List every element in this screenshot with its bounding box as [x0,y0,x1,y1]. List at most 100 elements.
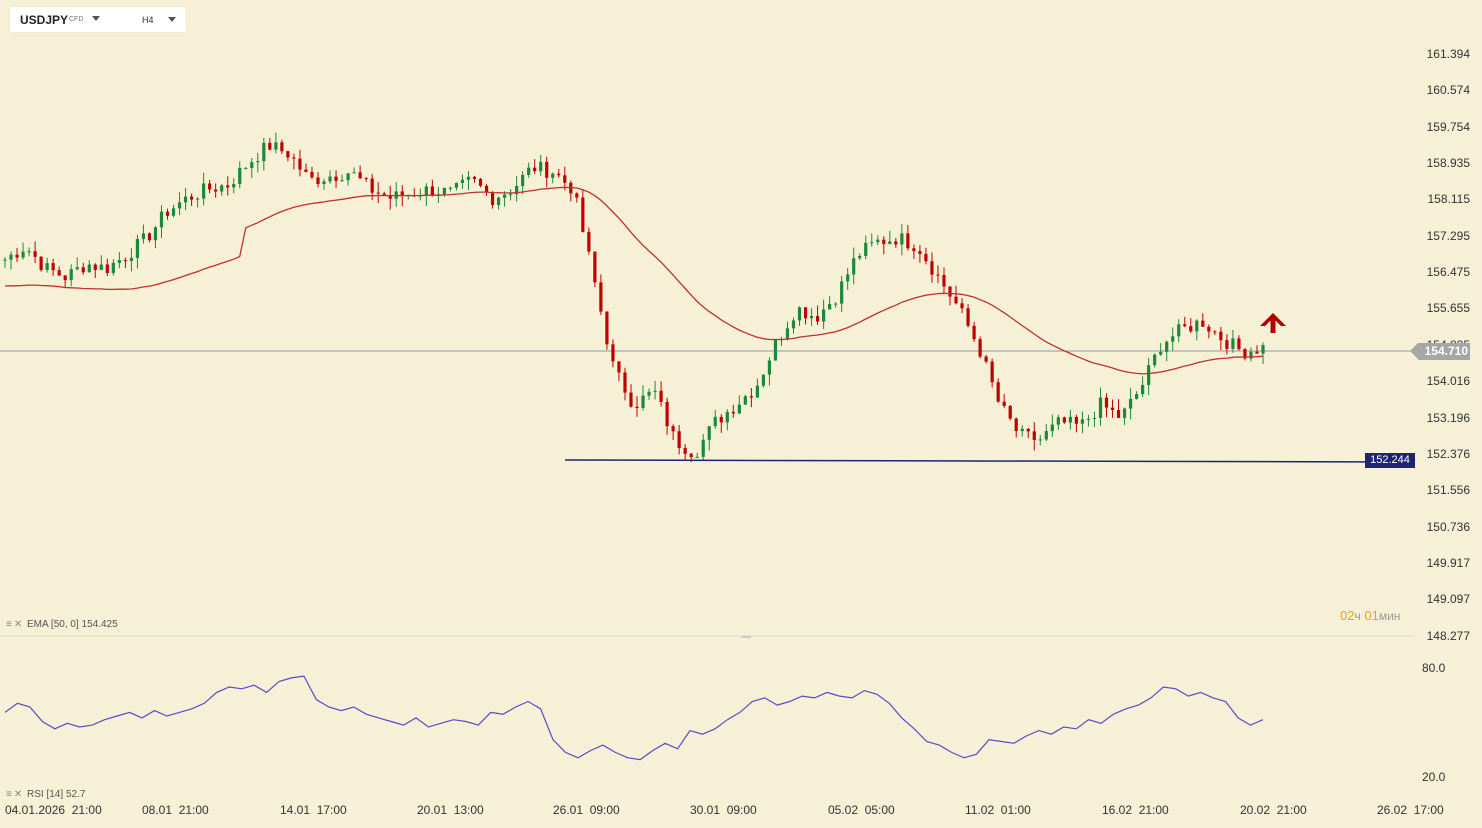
bear-candle [316,177,320,185]
bear-candle [611,344,615,362]
bull-candle [695,456,699,458]
bear-candle [165,211,170,216]
bull-candle [232,184,236,188]
close-icon[interactable]: ✕ [13,619,23,630]
bull-candle [767,360,772,375]
bear-candle [1243,349,1247,359]
bull-candle [244,167,248,169]
bear-candle [671,426,675,432]
bull-candle [797,307,802,321]
price-axis-label: 153.196 [1426,410,1470,425]
settings-icon[interactable]: ≡ [6,789,12,800]
timeframe-dropdown-chevron-icon[interactable] [168,17,176,22]
bull-candle [502,194,507,198]
price-axis-label: 150.736 [1426,519,1470,534]
bear-candle [33,251,37,257]
bull-candle [1128,398,1133,409]
bear-candle [280,142,284,152]
bear-candle [1026,428,1030,432]
bear-candle [581,197,585,232]
bull-candle [653,390,657,392]
bear-candle [635,406,639,409]
pane-resize-handle[interactable] [741,636,751,638]
timer-hours-unit: ч [1354,609,1361,623]
candle-timer: 02ч 01мин [1340,608,1400,623]
price-axis-label: 148.277 [1426,628,1470,643]
close-icon[interactable]: ✕ [13,789,23,800]
bear-candle [430,186,434,196]
bull-candle [1134,394,1139,399]
rsi-value: 52.7 [65,789,86,800]
bear-candle [364,178,368,180]
bear-candle [990,361,994,383]
bear-candle [815,315,820,322]
bear-candle [948,286,952,297]
bear-candle [1255,351,1259,354]
ema-line [4,186,1264,375]
bear-candle [358,172,362,179]
price-axis-label: 157.295 [1426,228,1470,243]
bear-candle [292,157,296,159]
timer-minutes-unit: мин [1378,609,1401,623]
bull-candle [773,339,778,361]
ema-indicator-label[interactable]: ≡ ✕ EMA [50, 0] 154.425 [6,619,118,630]
bull-candle [1080,419,1085,424]
bull-candle [707,426,711,440]
bull-candle [737,404,741,414]
bear-candle [545,161,549,178]
bull-candle [761,374,766,386]
bull-candle [1165,341,1169,352]
bear-candle [1008,405,1012,419]
bull-candle [1147,365,1151,385]
bear-candle [478,178,483,186]
bear-candle [400,191,404,197]
symbol-toolbar: USDJPY CFD H4 [10,7,186,32]
bull-candle [870,242,874,244]
bull-candle [177,202,182,209]
bear-candle [105,264,109,273]
bull-candle [1056,417,1060,425]
bull-candle [256,161,260,163]
bull-candle [1044,431,1048,440]
symbol-dropdown-chevron-icon[interactable] [92,16,100,21]
support-line[interactable] [564,459,1415,463]
bull-candle [521,174,525,187]
bull-candle [75,267,79,270]
time-axis-label: 16.02 21:00 [1102,803,1169,817]
bear-candle [960,303,964,309]
bear-candle [1032,431,1036,440]
ema-value: 154.425 [81,619,118,630]
bull-candle [250,162,254,168]
bull-candle [1092,417,1097,419]
rsi-params: [14] [46,789,64,800]
settings-icon[interactable]: ≡ [6,619,12,630]
bear-candle [484,185,489,193]
timer-minutes: 01 [1364,608,1379,623]
bear-candle [803,307,808,319]
bear-candle [57,270,61,276]
bull-candle [840,281,844,304]
time-axis-label: 14.01 17:00 [280,803,347,817]
bull-candle [322,181,326,185]
price-axis-label: 160.574 [1426,83,1470,98]
bull-candle [1020,428,1024,432]
bear-candle [1201,320,1205,327]
time-axis-label: 30.01 09:00 [690,803,757,817]
timeframe-select[interactable]: H4 [142,15,154,25]
bull-candle [900,233,904,245]
bull-candle [153,227,158,241]
bear-candle [936,274,940,276]
bull-candle [1068,416,1072,423]
bear-candle [1062,417,1066,423]
bull-candle [346,173,350,181]
candlesticks [3,132,1265,462]
symbol-name[interactable]: USDJPY [20,13,69,27]
bear-candle [623,372,627,393]
support-line-price-badge: 152.244 [1365,453,1415,468]
bear-candle [942,274,946,287]
rsi-indicator-label[interactable]: ≡ ✕ RSI [14] 52.7 [6,789,85,800]
bull-candle [1231,338,1235,349]
bear-candle [382,193,386,196]
time-axis-label: 20.01 13:00 [417,803,484,817]
